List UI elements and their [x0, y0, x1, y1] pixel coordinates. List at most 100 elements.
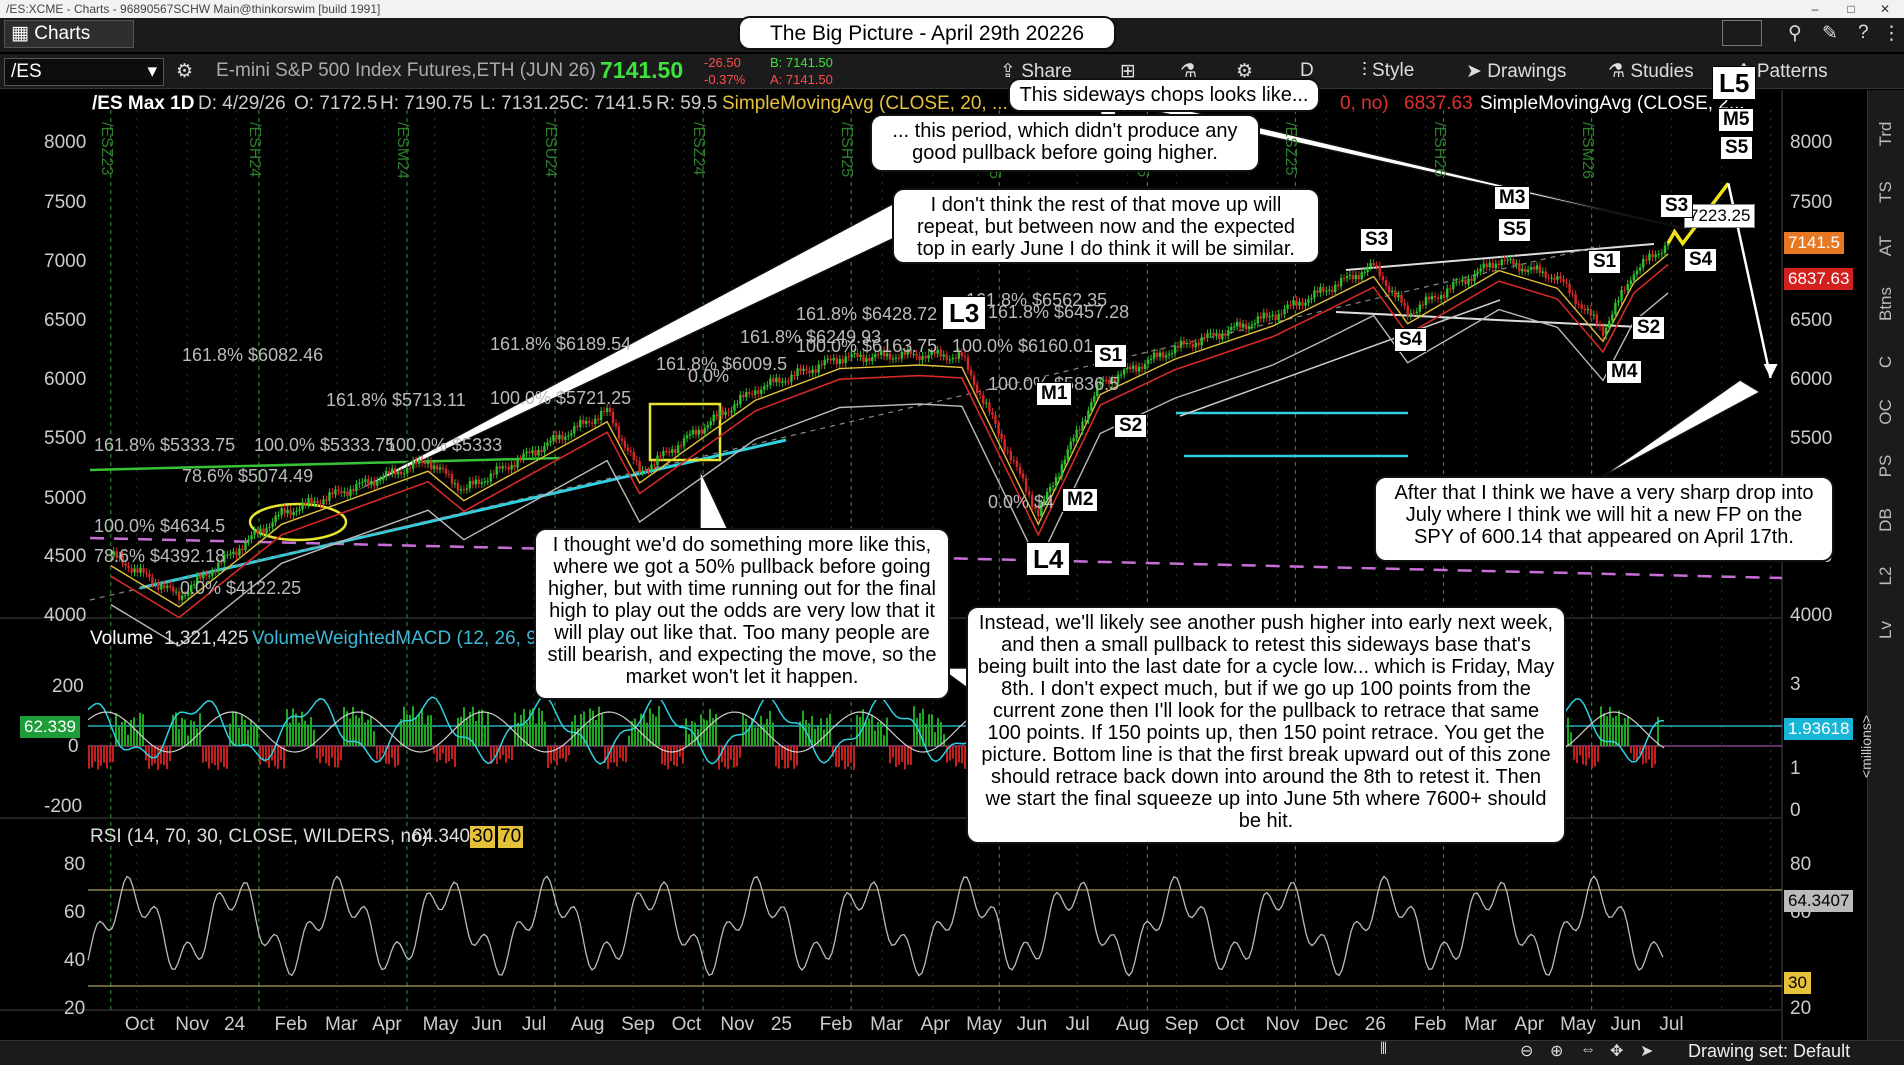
candle-body — [790, 374, 793, 382]
price-tick-right: 6000 — [1790, 369, 1833, 390]
volume-bar — [859, 716, 861, 746]
candle-body — [1657, 254, 1660, 256]
pan-icon[interactable]: ✥ — [1610, 1043, 1624, 1060]
sidetab-oc[interactable]: OC — [1876, 399, 1895, 425]
green-trendline — [89, 456, 561, 472]
close-icon[interactable]: ✕ — [1879, 2, 1891, 16]
volume-bar — [277, 746, 279, 769]
bar-high: H: 7190.75 — [380, 93, 473, 114]
bar-low: L: 7131.25 — [480, 93, 570, 114]
zoom-in-icon[interactable]: ⊕ — [1550, 1043, 1564, 1060]
candle-body — [1131, 365, 1135, 369]
link-icon[interactable]: ⚲ — [1788, 23, 1802, 44]
chart-settings-icon[interactable]: ⚙ — [176, 61, 194, 82]
time-tick: Jun — [1610, 1014, 1642, 1035]
candle-body — [1556, 276, 1559, 280]
candle-body — [1372, 262, 1375, 266]
candle-body — [817, 364, 820, 373]
volume-bar — [403, 706, 405, 746]
candle-body — [519, 458, 522, 460]
contract-label: /ESM26 — [1578, 122, 1596, 179]
flask-icon[interactable]: ⚗ — [1180, 61, 1198, 82]
candle-body — [253, 530, 256, 536]
candle-body — [994, 415, 997, 425]
candle-body — [1479, 268, 1482, 272]
volume-bar — [268, 746, 270, 768]
volume-bar — [481, 709, 483, 746]
volume-bar — [646, 722, 648, 746]
help-icon[interactable]: ? — [1858, 22, 1869, 43]
time-tick: 24 — [224, 1014, 246, 1035]
candle-body — [250, 535, 253, 540]
time-tick: Mar — [324, 1014, 358, 1035]
candle-body — [644, 469, 647, 471]
timeframe-button[interactable]: D — [1300, 60, 1314, 81]
sidetab-c[interactable]: C — [1876, 355, 1895, 369]
candle-body — [1357, 275, 1361, 280]
volume-bar — [460, 716, 462, 746]
sidetab-l2[interactable]: L2 — [1876, 566, 1895, 586]
rsi-value-tag: 64.3407 — [1784, 890, 1854, 912]
sidetab-db[interactable]: DB — [1876, 508, 1895, 532]
time-tick: Sep — [621, 1014, 655, 1035]
volume-bar — [814, 728, 816, 746]
fib-label: 0.0% $4 — [988, 492, 1055, 512]
gear-icon[interactable]: ⚙ — [1236, 61, 1254, 82]
candle-body — [954, 357, 958, 359]
volume-bar — [685, 718, 687, 746]
cursor-icon[interactable]: ➤ — [1640, 1043, 1654, 1060]
pin-icon[interactable]: ✎ — [1822, 23, 1838, 44]
candle-body — [1238, 322, 1242, 328]
sidetab-btns[interactable]: Btns — [1876, 286, 1895, 322]
drawing-set[interactable]: Drawing set: Default — [1688, 1041, 1851, 1061]
volume-bar — [1579, 746, 1581, 756]
wave-label-s5: S5 — [1720, 136, 1754, 160]
alerts-icon[interactable]: ⊞ — [1120, 61, 1136, 82]
time-tick: May — [966, 1014, 1003, 1035]
fib-label: 100.0% $6163.75 — [796, 336, 938, 356]
sidetab-ts[interactable]: TS — [1876, 181, 1895, 203]
last-price: 7141.50 — [600, 57, 684, 83]
volume-bar — [376, 746, 378, 760]
candle-body — [1054, 477, 1058, 486]
layout-box[interactable] — [1722, 20, 1762, 46]
candle-body — [894, 357, 898, 359]
sidetab-ps[interactable]: PS — [1876, 454, 1895, 478]
sidetab-at[interactable]: AT — [1876, 235, 1895, 257]
sidetab-lv[interactable]: Lv — [1876, 621, 1895, 639]
volume-bar — [130, 720, 132, 746]
candle-body — [1185, 342, 1189, 345]
maximize-icon[interactable]: □ — [1847, 2, 1855, 16]
style-button[interactable]: ⫶ Style — [1362, 60, 1414, 82]
volume-bar — [919, 712, 921, 746]
more-icon[interactable]: ⋮ — [1882, 23, 1901, 44]
volume-bar — [124, 719, 126, 746]
volume-bar — [640, 713, 642, 746]
chart-name: /ES Max 1D — [92, 93, 195, 114]
candle-body — [525, 451, 528, 454]
zoom-out-icon[interactable]: ⊖ — [1520, 1043, 1534, 1060]
callout-sideways: This sideways chops looks like... — [1008, 78, 1320, 112]
expand-icon[interactable]: ⇔ — [1580, 1041, 1596, 1058]
volume-bar — [1636, 746, 1638, 761]
share-button[interactable]: ⇪ Share — [1000, 60, 1072, 83]
time-tick: Jul — [521, 1014, 547, 1035]
candle-body — [1642, 259, 1645, 268]
volume-bar — [343, 707, 345, 746]
candle-body — [307, 498, 310, 505]
minimize-icon[interactable]: – — [1811, 2, 1819, 16]
volume-bar — [625, 746, 627, 763]
candle-body — [1577, 304, 1580, 306]
sidetab-trd[interactable]: Trd — [1876, 121, 1895, 147]
volume-bar — [100, 746, 102, 766]
candle-body — [513, 464, 516, 468]
symbol-input[interactable]: /ES ▾ — [4, 58, 164, 86]
scroll-handle-icon[interactable]: ⦀ — [1380, 1041, 1388, 1058]
charts-tab[interactable]: ▦ Charts — [4, 20, 134, 48]
chevron-down-icon[interactable]: ▾ — [147, 61, 157, 82]
volume-bar — [166, 746, 168, 770]
bid-price: B: 7141.50 — [770, 55, 833, 70]
time-tick: Feb — [819, 1014, 853, 1035]
drawings-button[interactable]: ➤ Drawings — [1466, 60, 1566, 83]
studies-button[interactable]: ⚗ Studies — [1608, 60, 1694, 83]
